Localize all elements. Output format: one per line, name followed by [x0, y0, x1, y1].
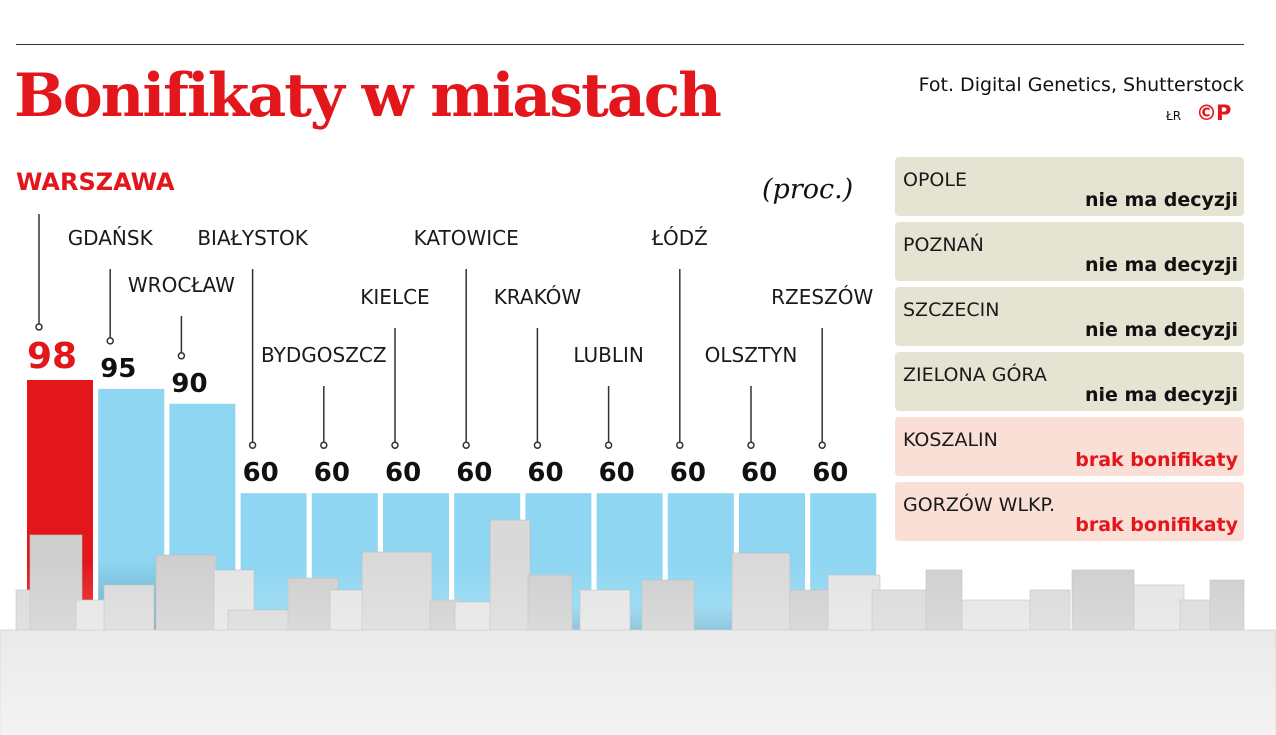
author-initials: ŁR [1166, 109, 1182, 123]
data-label-10: 60 [741, 458, 777, 488]
side-item-status: nie ma decyzji [1085, 254, 1238, 276]
side-item-gorzow: GORZÓW WLKP. brak bonifikaty [895, 482, 1244, 541]
skyline-fade [0, 560, 1276, 735]
category-label-3: BIAŁYSTOK [197, 226, 308, 250]
side-item-szczecin: SZCZECIN nie ma decyzji [895, 287, 1244, 346]
data-label-4: 60 [314, 458, 350, 488]
category-label-5: KIELCE [360, 285, 429, 309]
leader-dot-9 [676, 441, 684, 449]
category-label-2: WROCŁAW [128, 273, 235, 297]
side-item-opole: OPOLE nie ma decyzji [895, 157, 1244, 216]
side-item-status: brak bonifikaty [1075, 449, 1238, 471]
data-label-2: 90 [171, 369, 207, 399]
leader-dot-8 [604, 441, 613, 449]
side-item-koszalin: KOSZALIN brak bonifikaty [895, 417, 1244, 476]
leader-dot-5 [391, 441, 399, 449]
leader-dot-10 [747, 441, 755, 449]
top-rule [16, 44, 1244, 45]
data-label-1: 95 [100, 354, 136, 384]
side-item-status: nie ma decyzji [1085, 384, 1238, 406]
leader-dot-11 [818, 441, 826, 449]
side-item-zielona-gora: ZIELONA GÓRA nie ma decyzji [895, 352, 1244, 411]
chart-title: Bonifikaty w miastach [14, 61, 722, 131]
side-item-city: OPOLE [903, 169, 967, 191]
category-label-9: ŁÓDŹ [651, 226, 708, 250]
copyright-mark: ©P [1196, 101, 1231, 125]
category-label-7: KRAKÓW [494, 285, 582, 309]
data-label-3: 60 [243, 458, 279, 488]
data-label-5: 60 [385, 458, 421, 488]
leader-dot-2 [177, 352, 186, 360]
category-label-1: GDAŃSK [68, 226, 154, 250]
leader-dot-6 [462, 441, 470, 449]
side-item-city: SZCZECIN [903, 299, 1000, 321]
data-label-9: 60 [670, 458, 706, 488]
side-item-city: KOSZALIN [903, 429, 998, 451]
photo-credit: Fot. Digital Genetics, Shutterstock [918, 74, 1244, 96]
category-label-10: OLSZTYN [705, 343, 798, 367]
side-item-city: GORZÓW WLKP. [903, 494, 1056, 516]
side-item-city: POZNAŃ [903, 234, 984, 256]
side-item-status: nie ma decyzji [1085, 189, 1238, 211]
category-label-6: KATOWICE [414, 226, 519, 250]
category-label-8: LUBLIN [573, 343, 644, 367]
side-list: OPOLE nie ma decyzji POZNAŃ nie ma decyz… [895, 157, 1244, 547]
data-label-8: 60 [599, 458, 635, 488]
unit-label: (proc.) [762, 174, 854, 205]
side-item-status: nie ma decyzji [1085, 319, 1238, 341]
side-item-status: brak bonifikaty [1075, 514, 1238, 536]
category-label-11: RZESZÓW [771, 285, 873, 309]
data-label-11: 60 [812, 458, 848, 488]
leader-dot-3 [248, 441, 257, 449]
data-label-7: 60 [527, 458, 563, 488]
side-item-poznan: POZNAŃ nie ma decyzji [895, 222, 1244, 281]
leader-dot-7 [533, 441, 542, 449]
leader-dot-4 [320, 441, 328, 449]
data-label-0: 98 [27, 336, 77, 377]
leader-dot-1 [106, 337, 114, 345]
leader-dot-0 [35, 323, 43, 331]
category-label-4: BYDGOSZCZ [261, 343, 387, 367]
side-item-city: ZIELONA GÓRA [903, 364, 1047, 386]
category-label-0: WARSZAWA [16, 168, 175, 196]
data-label-6: 60 [456, 458, 492, 488]
